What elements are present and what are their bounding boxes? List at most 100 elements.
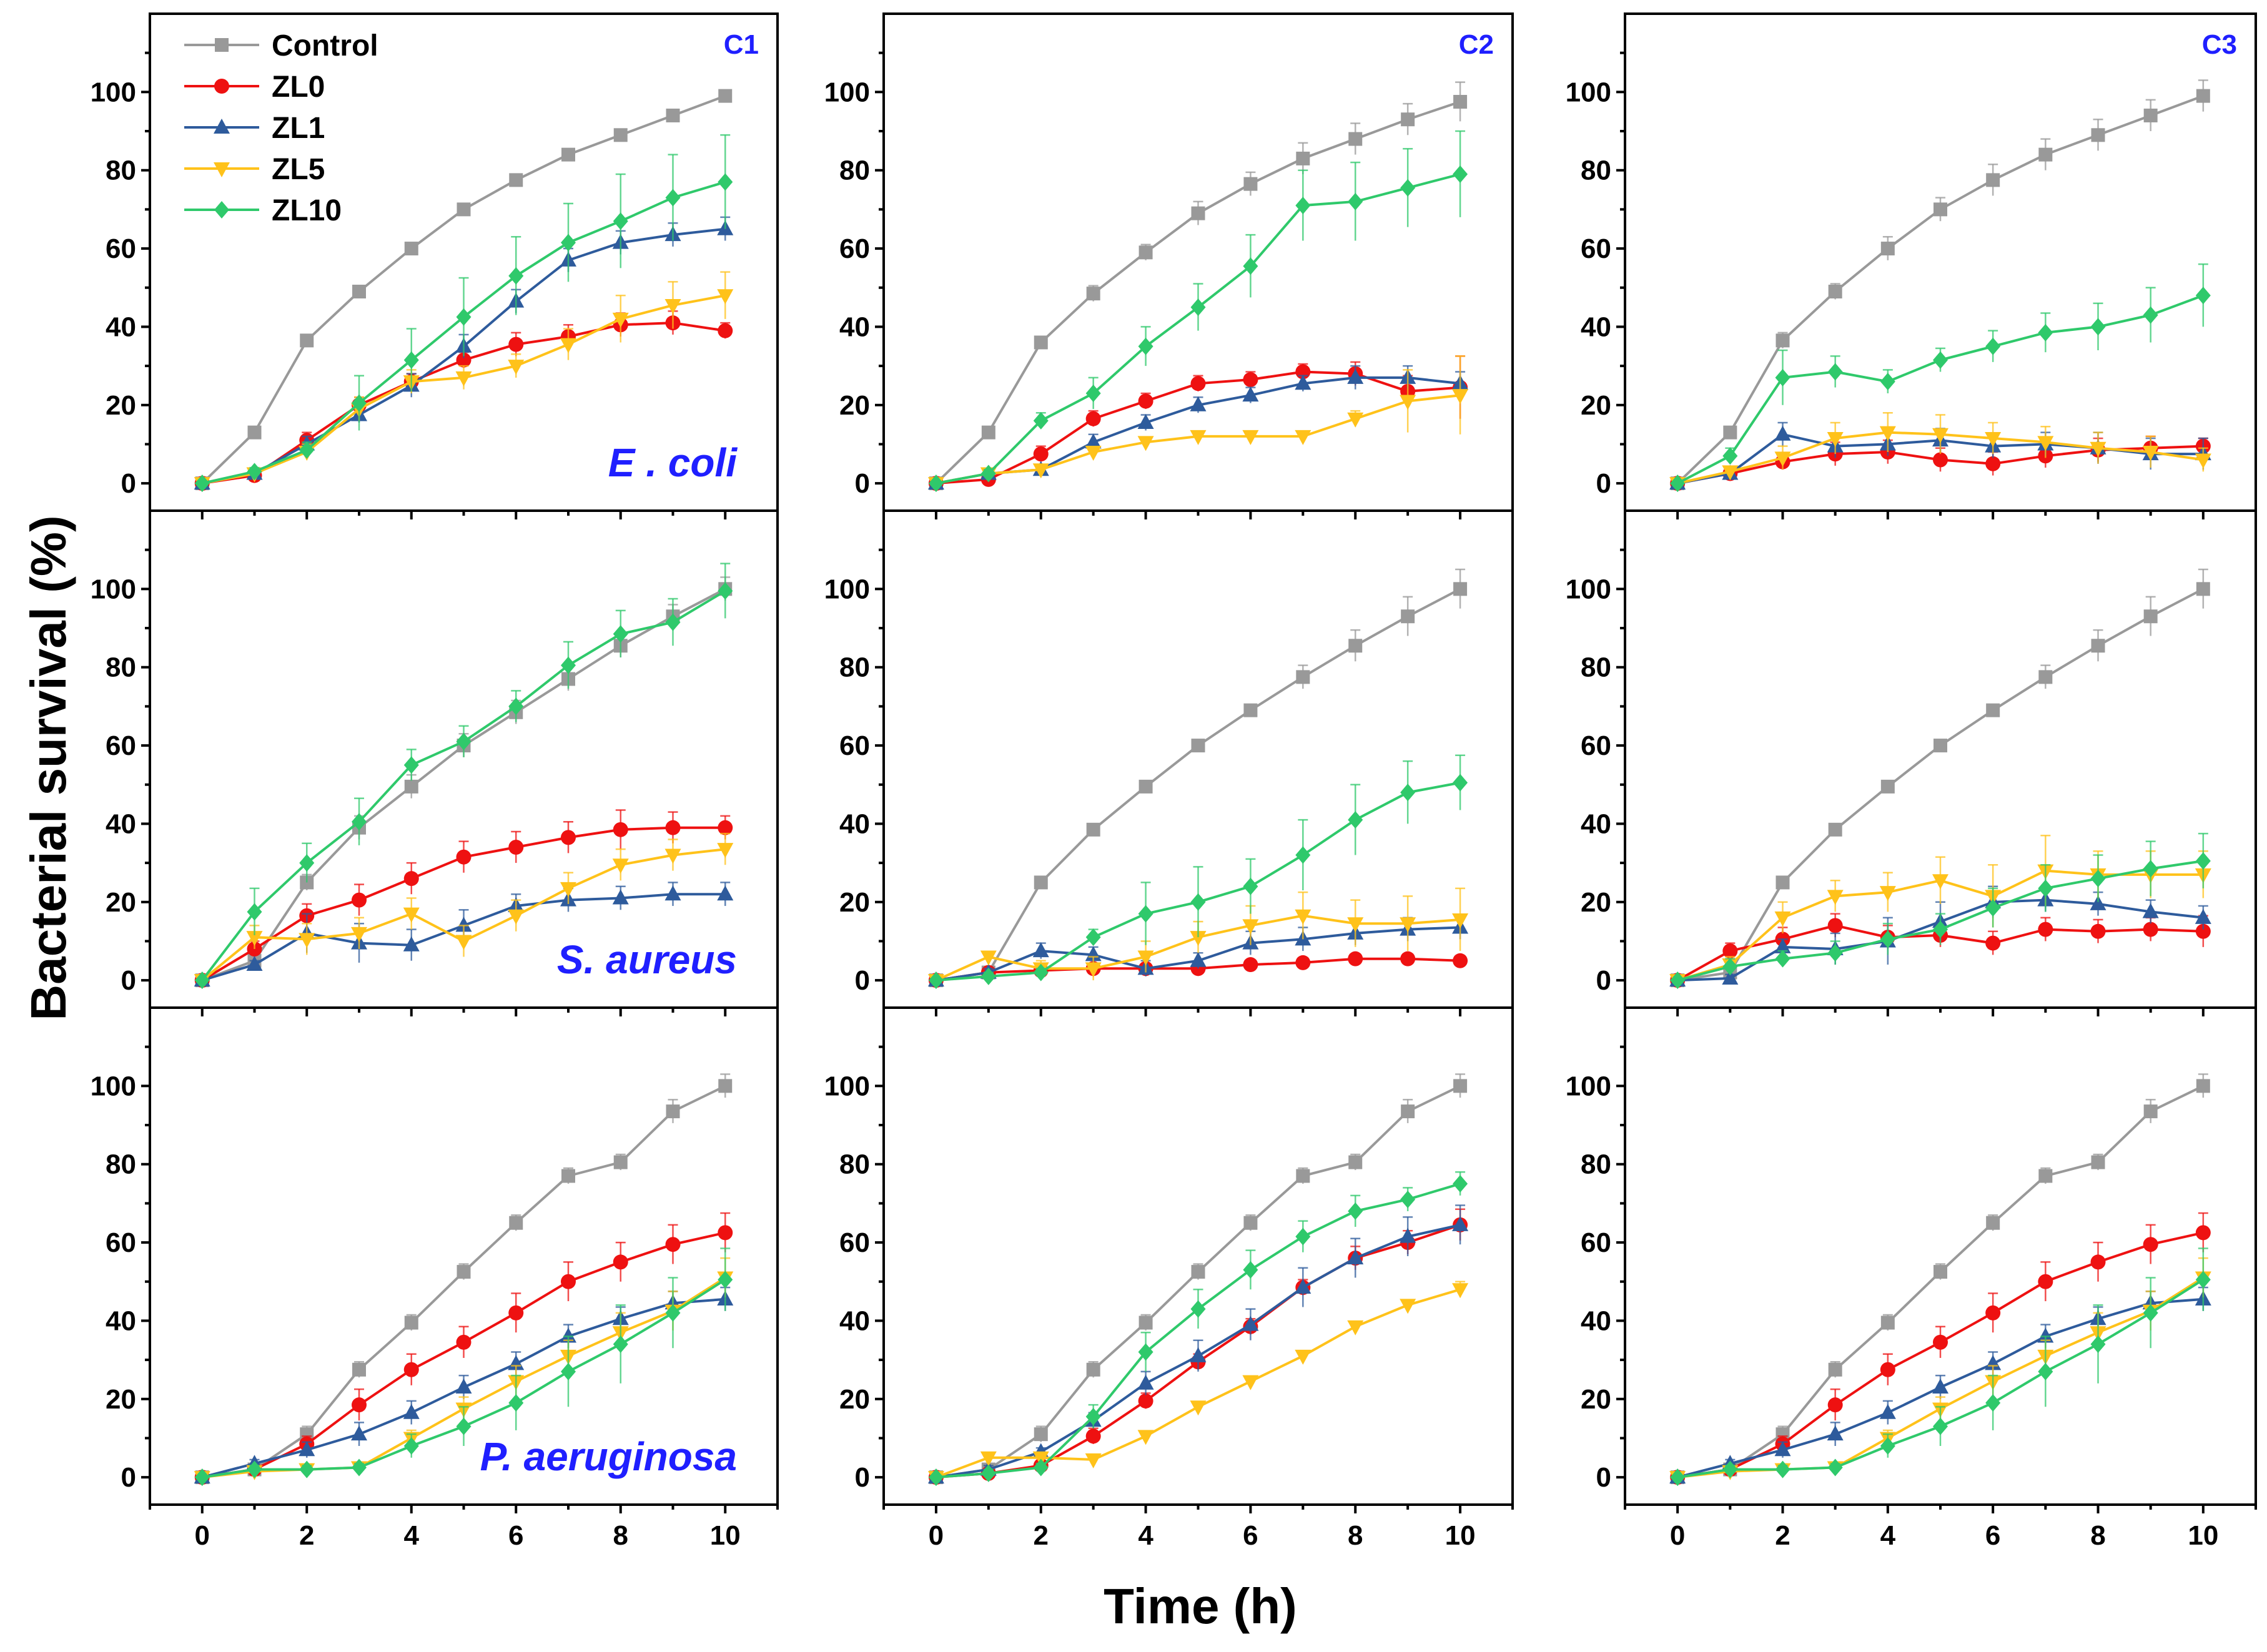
data-point: [1190, 1400, 1207, 1416]
y-tick-label: 20: [106, 390, 136, 421]
data-point: [1986, 703, 2000, 717]
data-point: [508, 840, 524, 855]
y-tick-label: 60: [839, 730, 870, 761]
data-point: [1348, 951, 1363, 966]
data-point: [1191, 206, 1205, 220]
y-tick-label: 20: [106, 887, 136, 918]
data-point: [1986, 1216, 2000, 1230]
data-point: [1880, 373, 1895, 391]
data-point: [457, 202, 471, 217]
data-point: [1879, 1404, 1896, 1419]
data-point: [1828, 822, 1842, 837]
data-point: [1138, 337, 1153, 355]
y-tick-label: 20: [839, 390, 870, 421]
data-point: [2090, 318, 2106, 336]
series-control: [929, 81, 1468, 491]
data-point: [1190, 430, 1207, 445]
data-point: [1348, 1155, 1363, 1169]
data-point: [1085, 1453, 1102, 1468]
data-point: [1137, 1430, 1154, 1445]
data-point: [351, 927, 367, 942]
y-tick-label: 60: [1581, 234, 1611, 264]
data-point: [1400, 395, 1416, 410]
data-point: [1670, 1468, 1686, 1487]
data-point: [300, 333, 314, 348]
data-point: [1138, 1343, 1153, 1361]
x-tick-label: 0: [195, 1520, 210, 1551]
x-tick-label: 0: [1670, 1520, 1685, 1551]
data-point: [1085, 1428, 1101, 1444]
data-point: [1452, 389, 1469, 405]
data-point: [2195, 908, 2211, 924]
data-point: [2195, 1225, 2211, 1241]
data-point: [1085, 1407, 1101, 1425]
data-point: [1347, 917, 1364, 933]
series-zl10: [1670, 263, 2211, 493]
data-point: [980, 950, 997, 966]
data-point: [456, 1417, 472, 1435]
x-tick-label: 2: [299, 1520, 314, 1551]
y-tick-label: 100: [824, 1071, 870, 1101]
data-point: [1137, 1374, 1154, 1390]
data-point: [247, 463, 262, 481]
data-point: [194, 971, 210, 990]
y-tick-label: 40: [1581, 312, 1611, 342]
data-point: [1085, 962, 1102, 978]
data-point: [508, 267, 524, 285]
y-tick-label: 40: [1581, 809, 1611, 839]
data-point: [1985, 1305, 2001, 1320]
data-point: [2038, 1274, 2053, 1289]
data-point: [1242, 1315, 1259, 1331]
data-point: [1190, 951, 1207, 967]
data-point: [1242, 919, 1259, 935]
data-point: [1985, 432, 2002, 448]
series-zl10: [1670, 1247, 2211, 1487]
data-point: [2038, 922, 2053, 937]
y-tick-label: 0: [855, 468, 870, 499]
x-tick-label: 8: [2090, 1520, 2105, 1551]
x-tick-label: 4: [404, 1520, 420, 1551]
panel-saureus-c3: 0 20 40 60 80 100: [1566, 509, 2257, 1016]
data-point: [352, 1458, 367, 1477]
data-point: [718, 323, 733, 338]
data-point: [1880, 242, 1895, 256]
y-tick-label: 100: [1566, 77, 1611, 107]
data-point: [1828, 1362, 1842, 1377]
data-point: [1775, 1460, 1790, 1478]
data-point: [2090, 1254, 2106, 1270]
legend-marker: [215, 38, 229, 52]
data-point: [1880, 930, 1895, 948]
data-point: [1774, 911, 1791, 927]
data-point: [1033, 446, 1049, 462]
data-point: [247, 903, 262, 921]
data-point: [2196, 89, 2210, 103]
data-point: [665, 189, 681, 207]
data-point: [2090, 895, 2106, 910]
data-point: [1086, 1362, 1100, 1377]
data-point: [1347, 368, 1364, 384]
data-point: [247, 1460, 262, 1478]
data-point: [928, 474, 944, 493]
series-zl0: [928, 355, 1468, 491]
data-point: [1932, 1378, 1948, 1394]
data-point: [1827, 432, 1844, 448]
data-point: [1243, 877, 1258, 895]
data-point: [456, 308, 472, 326]
y-tick-label: 60: [106, 730, 136, 761]
panel-paeruginosa-c3: 0 20 40 60 80 100 0 2 4 6 8 10: [1566, 1006, 2257, 1551]
y-tick-label: 60: [106, 234, 136, 264]
y-tick-label: 80: [1581, 652, 1611, 683]
legend-item-zl5: ZL5: [184, 153, 325, 186]
data-point: [1932, 874, 1948, 890]
data-point: [561, 234, 576, 252]
data-point: [1034, 335, 1048, 350]
data-point: [299, 1460, 315, 1478]
legend-label: ZL1: [272, 112, 325, 145]
data-point: [1032, 942, 1049, 958]
series-zl0: [194, 809, 733, 988]
data-point: [1085, 384, 1101, 402]
data-point: [1085, 445, 1102, 461]
data-point: [1138, 245, 1153, 260]
data-point: [1295, 909, 1311, 925]
data-point: [2143, 1104, 2158, 1119]
